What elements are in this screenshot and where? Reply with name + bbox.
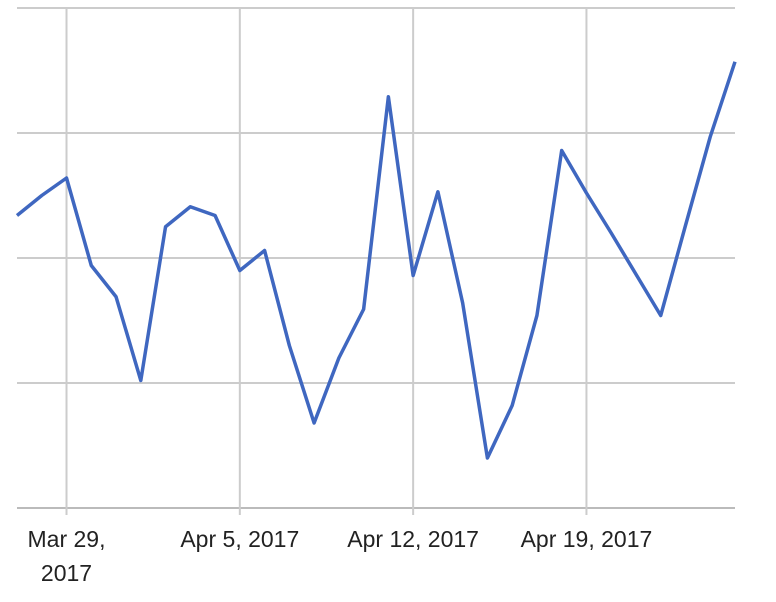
x-tick-label: Apr 5, 2017 bbox=[180, 526, 300, 552]
x-tick-label: Apr 12, 2017 bbox=[347, 526, 479, 552]
x-tick-label: Apr 19, 2017 bbox=[520, 526, 653, 552]
data-line bbox=[15, 61, 737, 460]
x-tick-label: Mar 29, 2017 bbox=[27, 526, 106, 586]
